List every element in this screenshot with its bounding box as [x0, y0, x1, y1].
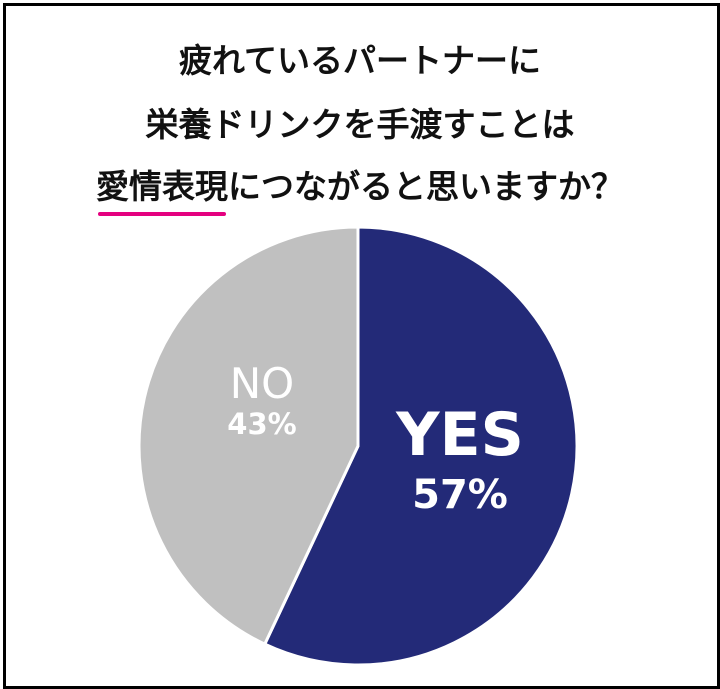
title-line-3-rest: につながると思いますか？ [228, 167, 624, 206]
slice-value-no: 43% [227, 407, 296, 441]
title-line-1: 疲れているパートナーに [178, 41, 541, 80]
title-line-3: 愛情表現 につながると思いますか？ [0, 160, 720, 216]
slice-label-no-group: NO 43% [227, 359, 296, 441]
slice-label-yes-group: YES 57% [395, 400, 524, 518]
title-line-2: 栄養ドリンクを手渡すことは [145, 105, 575, 144]
pie-slices [137, 225, 579, 667]
title-emphasis: 愛情表現 [96, 160, 228, 216]
pie-slice-yes [262, 225, 579, 667]
slice-value-yes: 57% [412, 472, 508, 518]
emphasis-underline [98, 212, 226, 216]
slice-label-yes: YES [395, 400, 524, 470]
pie-slice-no [137, 225, 360, 647]
slice-label-no: NO [230, 359, 294, 408]
title-emphasis-text: 愛情表現 [96, 167, 228, 206]
